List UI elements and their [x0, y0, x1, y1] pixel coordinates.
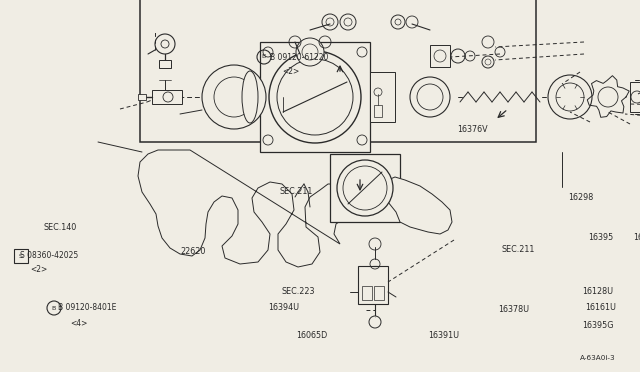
PathPatch shape [138, 150, 352, 267]
Text: <2>: <2> [30, 266, 47, 275]
Text: S: S [19, 253, 23, 259]
Text: SEC.223: SEC.223 [282, 288, 316, 296]
Bar [152, 90, 182, 104]
Text: 16298: 16298 [568, 193, 593, 202]
Text: 16161U: 16161U [585, 304, 616, 312]
Text: 16395: 16395 [588, 234, 613, 243]
Text: 22620: 22620 [180, 247, 205, 257]
Text: <2>: <2> [282, 67, 300, 76]
Text: <4>: <4> [70, 318, 88, 327]
Text: B 09120-61220: B 09120-61220 [270, 52, 328, 61]
Text: 16128U: 16128U [582, 288, 613, 296]
Text: S 08360-42025: S 08360-42025 [20, 251, 78, 260]
Bar [14, 249, 28, 263]
Circle shape [337, 160, 393, 216]
Text: SEC.140: SEC.140 [44, 224, 77, 232]
PathPatch shape [385, 177, 452, 234]
Circle shape [410, 77, 450, 117]
Circle shape [269, 51, 361, 143]
Text: A-63A0i-3: A-63A0i-3 [580, 355, 616, 361]
Bar [374, 105, 382, 117]
Circle shape [296, 38, 324, 66]
Text: 16394U: 16394U [268, 304, 299, 312]
Text: B 09120-8401E: B 09120-8401E [58, 304, 116, 312]
Bar [140, 0, 536, 142]
Circle shape [548, 75, 592, 119]
Circle shape [155, 34, 175, 54]
Bar [260, 42, 370, 152]
Bar [430, 45, 450, 67]
Bar [630, 82, 640, 112]
Ellipse shape [242, 71, 258, 123]
Bar [330, 154, 400, 222]
Text: SEC.211: SEC.211 [502, 246, 536, 254]
Text: 16376V: 16376V [457, 125, 488, 135]
Text: B: B [262, 55, 266, 60]
Circle shape [369, 316, 381, 328]
Circle shape [202, 65, 266, 129]
Text: SEC.211: SEC.211 [280, 187, 314, 196]
Text: 16395G: 16395G [582, 321, 614, 330]
Bar [138, 94, 146, 100]
Bar [362, 286, 372, 300]
Bar [159, 60, 171, 68]
Text: 16378U: 16378U [498, 305, 529, 314]
Bar [374, 286, 384, 300]
Bar [370, 72, 395, 122]
Text: 16065D: 16065D [296, 331, 327, 340]
Text: B: B [52, 305, 56, 311]
Text: 16290: 16290 [633, 234, 640, 243]
Circle shape [163, 92, 173, 102]
Bar [358, 266, 388, 304]
Text: 16391U: 16391U [428, 331, 459, 340]
